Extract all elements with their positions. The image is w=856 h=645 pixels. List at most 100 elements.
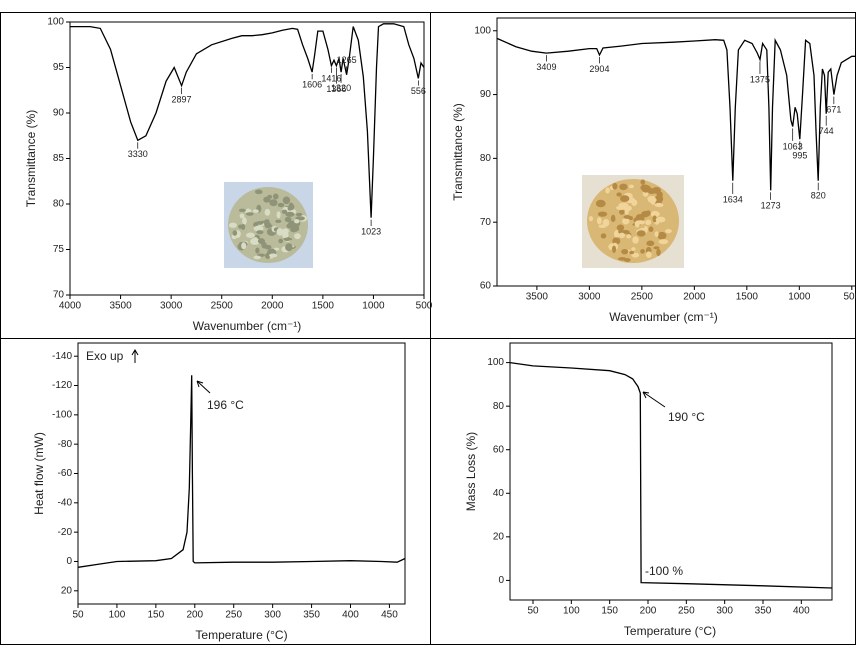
y-tick-label: 0	[66, 556, 72, 567]
annotation: -100 %	[645, 564, 683, 578]
powder-grain	[655, 216, 666, 223]
powder-grain	[232, 230, 238, 236]
powder-grain	[264, 221, 272, 229]
powder-grain	[595, 199, 606, 208]
powder-grain	[652, 186, 661, 194]
powder-grain	[294, 219, 300, 224]
plot-frame	[496, 17, 856, 287]
powder-grain	[645, 251, 652, 258]
y-tick-label: -40	[58, 497, 73, 508]
x-tick-label: 4000	[59, 301, 82, 312]
powder-grain	[283, 237, 293, 241]
x-axis-label: Wavenumber (cm⁻¹)	[609, 310, 718, 324]
y-tick-label: -140	[52, 351, 72, 362]
peak-label: 556	[411, 86, 426, 96]
powder-grain	[619, 183, 628, 191]
powder-grain	[588, 215, 594, 222]
powder-grain	[281, 209, 288, 214]
powder-grain	[257, 238, 266, 244]
y-axis-label: Transmittance (%)	[451, 103, 465, 201]
powder-grain	[245, 212, 254, 216]
powder-grain	[624, 208, 629, 215]
powder-grain	[616, 224, 625, 231]
powder-grain	[275, 219, 282, 224]
peak-label: 820	[811, 191, 826, 201]
peak-label: 2904	[589, 64, 609, 74]
powder-grain	[277, 202, 285, 208]
powder-grain	[641, 210, 650, 218]
x-tick-label: 2000	[683, 292, 706, 303]
powder-grain	[618, 232, 625, 239]
peak-label: 1023	[361, 226, 381, 236]
powder-grain	[238, 208, 246, 213]
y-tick-label: 85	[53, 153, 65, 164]
y-tick-label: 80	[480, 153, 492, 164]
x-tick-label: 200	[186, 610, 203, 621]
powder-grain	[254, 189, 263, 195]
annotation-arrow	[642, 391, 666, 408]
peak-label: 1366	[326, 84, 346, 94]
peak-label: 1375	[750, 74, 770, 84]
y-tick-label: 0	[498, 575, 504, 586]
y-tick-label: -100	[52, 409, 72, 420]
powder-grain	[282, 196, 291, 205]
y-tick-label: 80	[493, 401, 505, 412]
x-tick-label: 450	[381, 610, 398, 621]
x-tick-label: 100	[109, 610, 126, 621]
peak-label: 995	[792, 150, 807, 160]
powder-grain	[665, 229, 672, 234]
y-tick-label: -120	[52, 380, 72, 391]
powder-grain	[616, 192, 622, 197]
x-tick-label: 50	[72, 610, 84, 621]
x-tick-label: 500	[416, 301, 433, 312]
x-axis-label: Wavenumber (cm⁻¹)	[193, 319, 302, 333]
x-tick-label: 3500	[526, 292, 549, 303]
x-tick-label: 150	[601, 606, 618, 617]
x-tick-label: 1000	[788, 292, 811, 303]
x-axis-label: Temperature (°C)	[195, 628, 287, 642]
powder-grain	[640, 249, 645, 254]
powder-grain	[290, 226, 297, 233]
powder-grain	[264, 208, 271, 216]
annotation-arrow	[131, 349, 139, 363]
powder-grain	[600, 233, 607, 239]
powder-grain	[650, 210, 660, 218]
plot-frame	[77, 342, 406, 605]
powder-grain	[241, 242, 247, 250]
powder-grain	[605, 187, 610, 194]
powder-grain	[657, 231, 667, 240]
x-tick-label: 1000	[362, 301, 385, 312]
x-tick-label: 300	[716, 606, 733, 617]
powder-grain	[611, 245, 617, 254]
powder-grain	[602, 218, 610, 227]
y-tick-label: -80	[58, 439, 73, 450]
x-tick-label: 100	[563, 606, 580, 617]
y-axis-label: Transmittance (%)	[24, 110, 38, 208]
y-tick-label: 100	[474, 25, 491, 36]
x-tick-label: 400	[793, 606, 810, 617]
peak-label: 2897	[172, 94, 192, 104]
y-tick-label: 60	[480, 281, 492, 292]
peak-label: 3330	[128, 149, 148, 159]
powder-grain	[619, 209, 625, 215]
peak-label: 1063	[783, 141, 803, 151]
peak-label: 1416	[321, 73, 341, 83]
powder-grain	[640, 179, 646, 185]
powder-grain	[246, 232, 255, 238]
powder-grain	[658, 239, 669, 245]
powder-grain	[269, 199, 278, 207]
y-tick-label: 95	[53, 62, 65, 73]
powder-grain	[623, 215, 632, 219]
x-tick-label: 3000	[160, 301, 183, 312]
x-tick-label: 3000	[578, 292, 601, 303]
annotation-arrow	[196, 380, 211, 394]
y-tick-label: 100	[47, 17, 64, 28]
y-tick-label: 90	[480, 89, 492, 100]
y-tick-label: 20	[493, 531, 505, 542]
powder-grain	[628, 184, 634, 189]
powder-grain	[241, 223, 246, 230]
powder-grain	[652, 215, 657, 223]
powder-grain	[654, 231, 659, 238]
x-axis-label: Temperature (°C)	[624, 624, 716, 638]
x-tick-label: 250	[225, 610, 242, 621]
